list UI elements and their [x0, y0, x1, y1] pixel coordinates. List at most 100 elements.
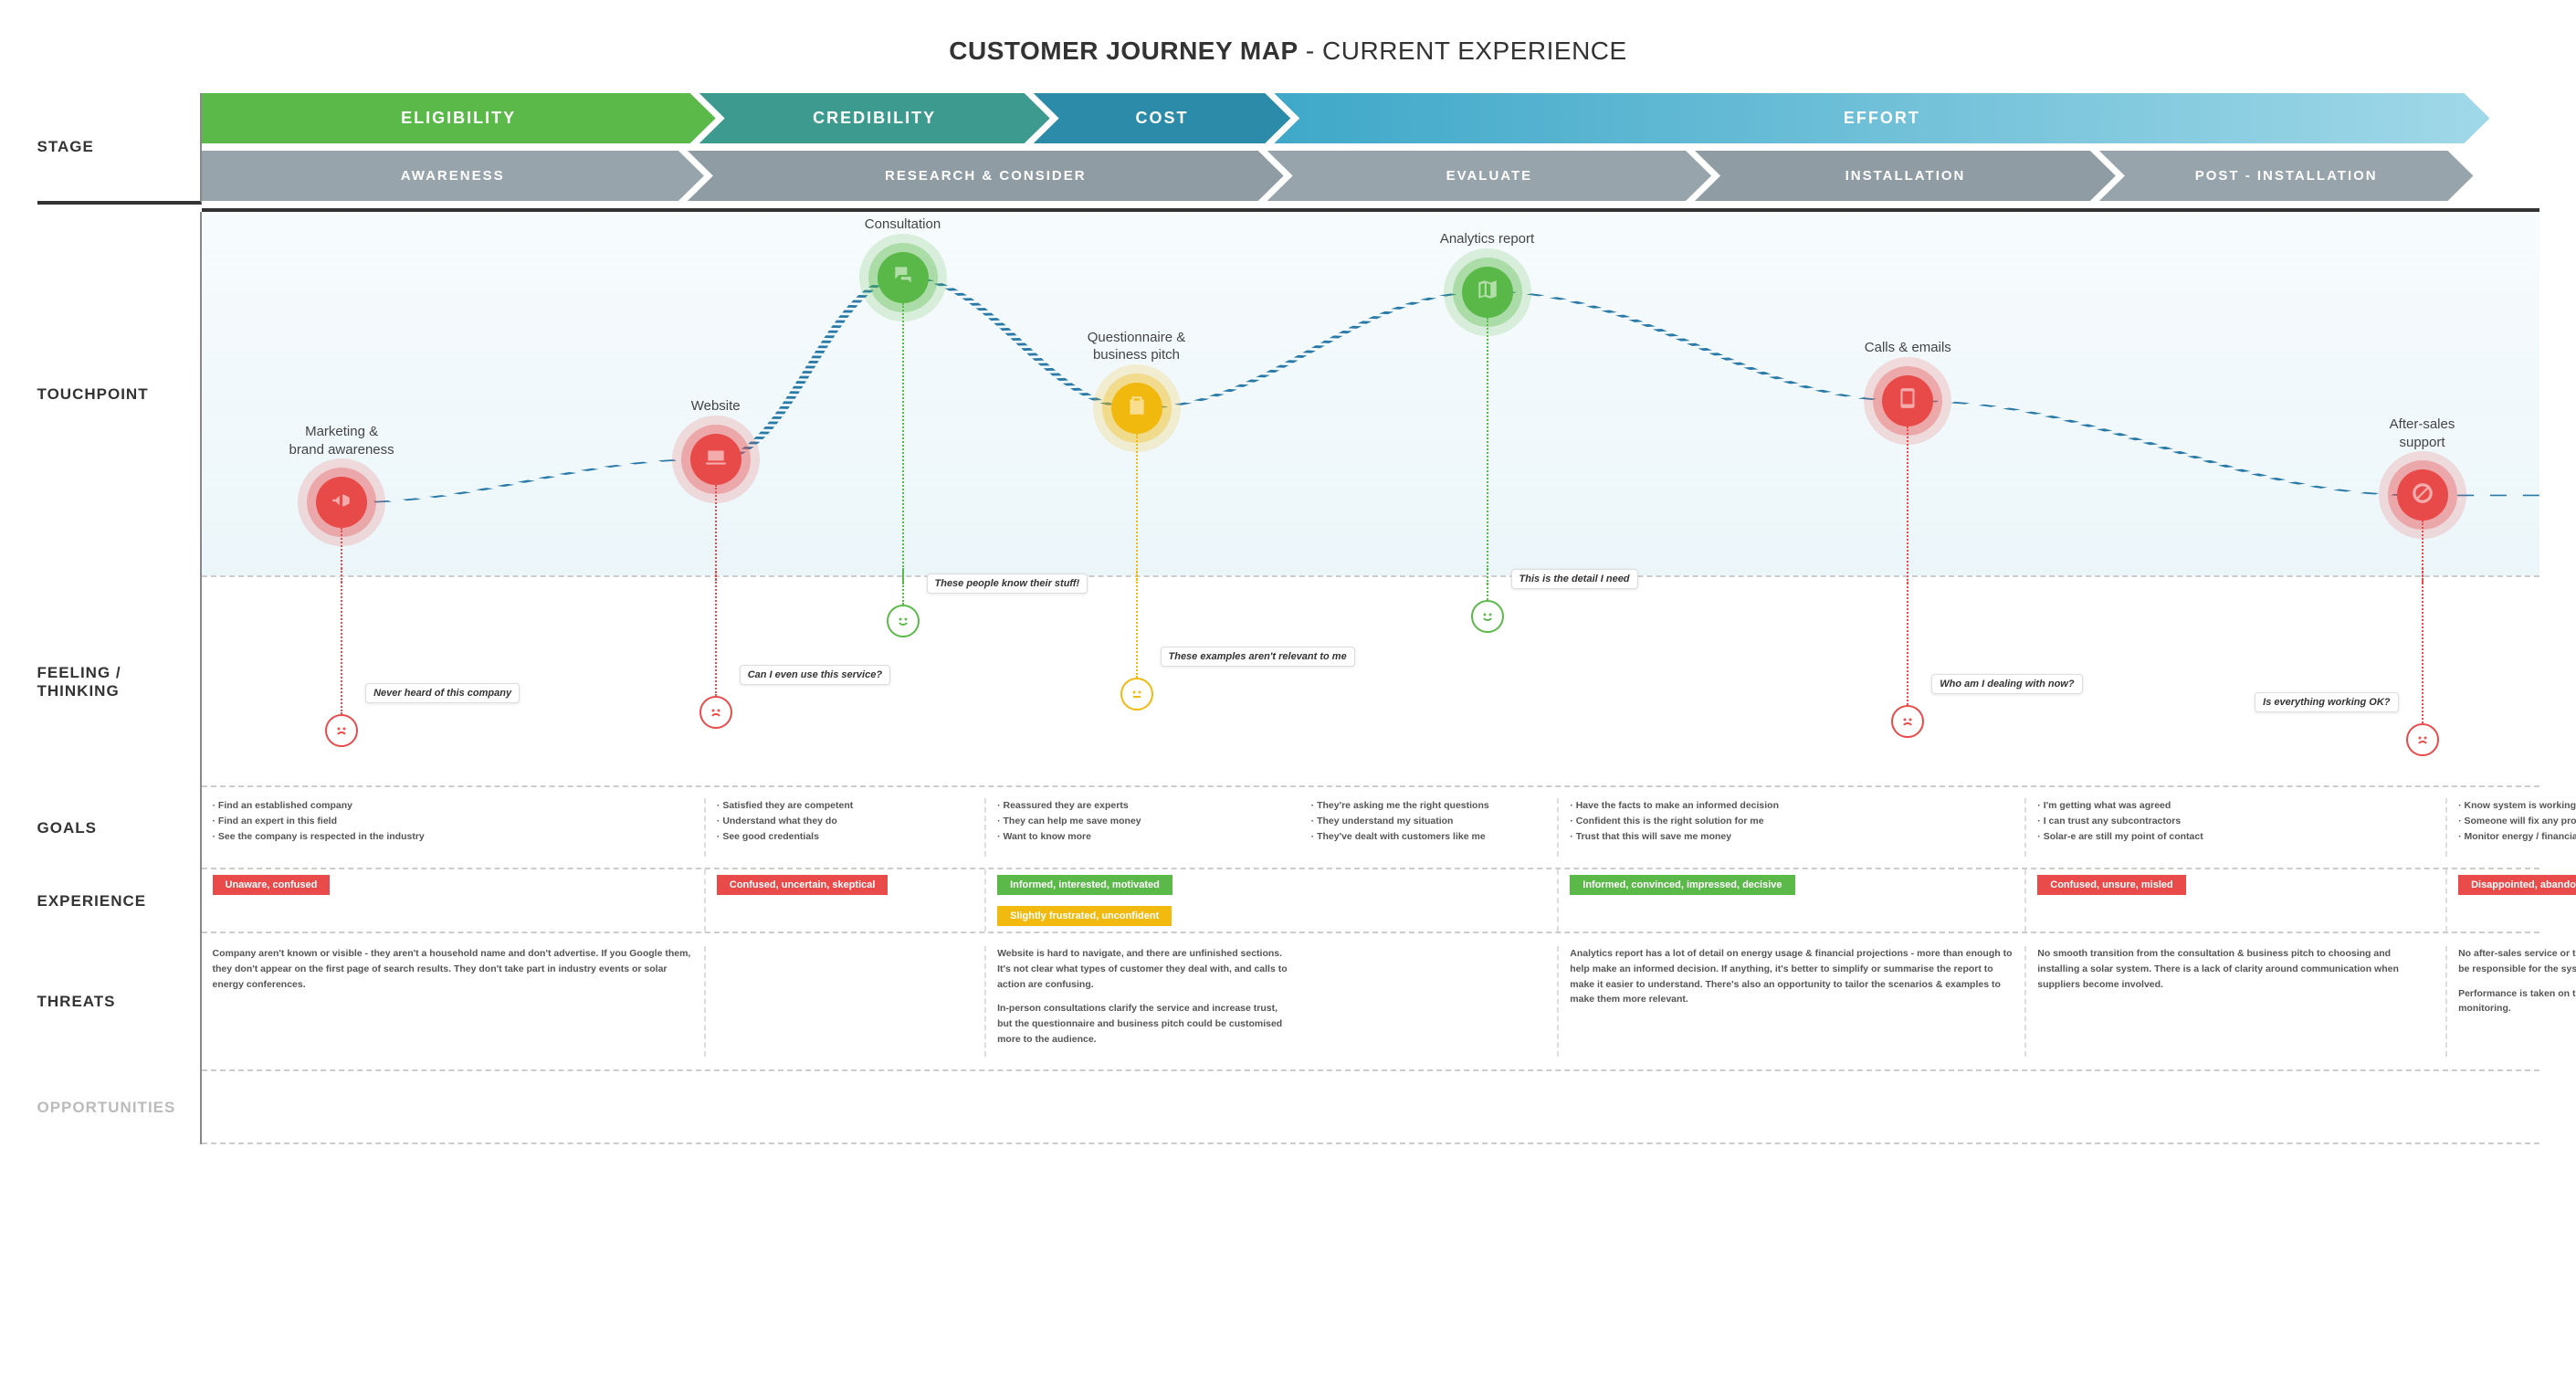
goal-item: Someone will fix any problems — [2458, 814, 2576, 829]
row-label-threats: THREATS — [37, 933, 202, 1071]
goal-item: Want to know more — [997, 829, 1289, 845]
feeling-node: Never heard of this company — [325, 714, 358, 747]
thought-bubble: These examples aren't relevant to me — [1161, 647, 1355, 667]
top-stage-eligibility: ELIGIBILITY — [202, 93, 716, 143]
thought-bubble: This is the detail I need — [1511, 569, 1638, 589]
face-happy-icon — [887, 605, 920, 637]
experience-area-col — [1300, 869, 1558, 932]
face-sad-icon — [1891, 705, 1924, 738]
title-bold: CUSTOMER JOURNEY MAP — [949, 37, 1298, 65]
goal-item: They understand my situation — [1311, 814, 1547, 829]
goal-item: They've dealt with customers like me — [1311, 829, 1547, 845]
goals-area: Find an established companyFind an exper… — [202, 787, 2539, 869]
feeling-area: Never heard of this company Can I even u… — [202, 577, 2539, 787]
threats-area-col — [1300, 946, 1558, 1057]
row-label-opportunities: OPPORTUNITIES — [37, 1071, 202, 1144]
threat-text: No after-sales service or technical supp… — [2458, 946, 2576, 1016]
goals-list: I'm getting what was agreedI can trust a… — [2037, 798, 2434, 844]
feeling-node: Can I even use this service? — [699, 696, 732, 729]
touchpoint-map: Analytics report — [1462, 267, 1513, 318]
thought-bubble: These people know their stuff! — [927, 574, 1088, 594]
experience-badge: Confused, uncertain, skeptical — [717, 875, 888, 895]
journey-map: CUSTOMER JOURNEY MAP - CURRENT EXPERIENC… — [37, 37, 2539, 1144]
experience-badge: Slightly frustrated, unconfident — [997, 906, 1172, 926]
touchpoint-label: Questionnaire &business pitch — [1088, 329, 1186, 364]
experience-area-col: Unaware, confused — [202, 869, 704, 932]
threats-area-col: No smooth transition from the consultati… — [2024, 946, 2445, 1057]
threat-text: No smooth transition from the consultati… — [2037, 946, 2434, 992]
threats-area-col — [704, 946, 984, 1057]
sub-stage-evaluate: EVALUATE — [1267, 151, 1711, 201]
touchpoint-label: Website — [691, 397, 741, 416]
experience-area-col: Disappointed, abandoned — [2445, 869, 2576, 932]
touchpoint-label: Consultation — [865, 216, 941, 234]
threats-area-col: No after-sales service or technical supp… — [2445, 946, 2576, 1057]
top-stage-cost: COST — [1034, 93, 1291, 143]
face-happy-icon — [1471, 600, 1504, 633]
thought-bubble: Can I even use this service? — [740, 665, 890, 685]
touchpoint-label: Analytics report — [1440, 230, 1534, 248]
experience-badge: Confused, unsure, misled — [2037, 875, 2185, 895]
feeling-node: Who am I dealing with now? — [1891, 705, 1924, 738]
goal-item: See good credentials — [717, 829, 973, 845]
goal-item: Have the facts to make an informed decis… — [1570, 798, 2013, 814]
row-label-feeling: FEELING / THINKING — [37, 577, 202, 787]
page-title: CUSTOMER JOURNEY MAP - CURRENT EXPERIENC… — [37, 37, 2539, 66]
goals-list: Find an established companyFind an exper… — [213, 798, 693, 844]
goal-item: They're asking me the right questions — [1311, 798, 1547, 814]
row-label-touchpoint: TOUCHPOINT — [37, 212, 202, 577]
touchpoint-block: After-salessupport — [2397, 469, 2448, 521]
goal-item: They can help me save money — [997, 814, 1289, 829]
goals-list: Satisfied they are competentUnderstand w… — [717, 798, 973, 844]
title-thin: - CURRENT EXPERIENCE — [1299, 37, 1627, 65]
experience-area-col: Informed, convinced, impressed, decisive — [1557, 869, 2024, 932]
feeling-node: Is everything working OK? — [2406, 723, 2439, 756]
touchpoint-megaphone: Marketing &brand awareness — [316, 477, 367, 528]
goal-item: I'm getting what was agreed — [2037, 798, 2434, 814]
sub-stage-research-consider: RESEARCH & CONSIDER — [688, 151, 1284, 201]
touchpoint-label: Marketing &brand awareness — [289, 423, 394, 458]
goals-list: They're asking me the right questionsThe… — [1311, 798, 1547, 844]
feeling-node: This is the detail I need — [1471, 600, 1504, 633]
experience-badge: Disappointed, abandoned — [2458, 875, 2576, 895]
row-label-stage: STAGE — [37, 93, 202, 205]
goal-item: Find an established company — [213, 798, 693, 814]
thought-bubble: Who am I dealing with now? — [1931, 674, 2082, 694]
goal-item: Solar-e are still my point of contact — [2037, 829, 2434, 845]
row-label-experience: EXPERIENCE — [37, 869, 202, 933]
experience-badge: Informed, convinced, impressed, decisive — [1570, 875, 1794, 895]
touchpoint-area: Marketing &brand awareness Website Consu… — [202, 212, 2539, 577]
threat-text: Website is hard to navigate, and there a… — [997, 946, 1289, 1047]
goal-item: Monitor energy / financial savings — [2458, 829, 2576, 845]
goal-item: I can trust any subcontractors — [2037, 814, 2434, 829]
row-label-goals: GOALS — [37, 787, 202, 869]
goal-item: Find an expert in this field — [213, 814, 693, 829]
goals-area-col: Have the facts to make an informed decis… — [1557, 798, 2024, 857]
top-stage-credibility: CREDIBILITY — [699, 93, 1050, 143]
goals-area-col: They're asking me the right questionsThe… — [1300, 798, 1558, 857]
experience-area: Unaware, confused Confused, uncertain, sk… — [202, 869, 2539, 933]
goal-item: Confident this is the right solution for… — [1570, 814, 2013, 829]
goals-area-col: Satisfied they are competentUnderstand w… — [704, 798, 984, 857]
experience-area-col: Informed, interested, motivatedSlightly … — [984, 869, 1300, 932]
threat-text: Analytics report has a lot of detail on … — [1570, 946, 2013, 1007]
face-sad-icon — [325, 714, 358, 747]
threats-area-col: Analytics report has a lot of detail on … — [1557, 946, 2024, 1057]
goal-item: Know system is working properly — [2458, 798, 2576, 814]
sub-stage-installation: INSTALLATION — [1695, 151, 2116, 201]
touchpoint-chat: Consultation — [878, 252, 929, 303]
touchpoint-laptop: Website — [690, 434, 741, 485]
goal-item: See the company is respected in the indu… — [213, 829, 693, 845]
thought-bubble: Is everything working OK? — [2255, 692, 2398, 712]
threats-area: Company aren't known or visible - they a… — [202, 933, 2539, 1071]
goal-item: Trust that this will save me money — [1570, 829, 2013, 845]
face-sad-icon — [2406, 723, 2439, 756]
threats-area-col: Website is hard to navigate, and there a… — [984, 946, 1300, 1057]
touchpoint-clipboard: Questionnaire &business pitch — [1111, 383, 1162, 434]
goals-list: Know system is working properlySomeone w… — [2458, 798, 2576, 844]
feeling-node: These people know their stuff! — [887, 605, 920, 637]
face-neutral-icon — [1120, 678, 1153, 711]
experience-area-col: Confused, unsure, misled — [2024, 869, 2445, 932]
goals-area-col: I'm getting what was agreedI can trust a… — [2024, 798, 2445, 857]
goal-item: Reassured they are experts — [997, 798, 1289, 814]
